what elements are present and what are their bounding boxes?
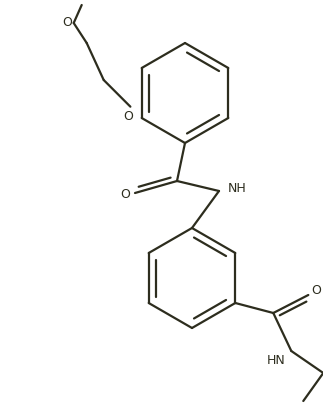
Text: HN: HN [267,354,286,368]
Text: O: O [123,109,133,122]
Text: O: O [120,189,130,202]
Text: O: O [311,284,321,297]
Text: NH: NH [228,183,246,196]
Text: O: O [62,15,72,29]
